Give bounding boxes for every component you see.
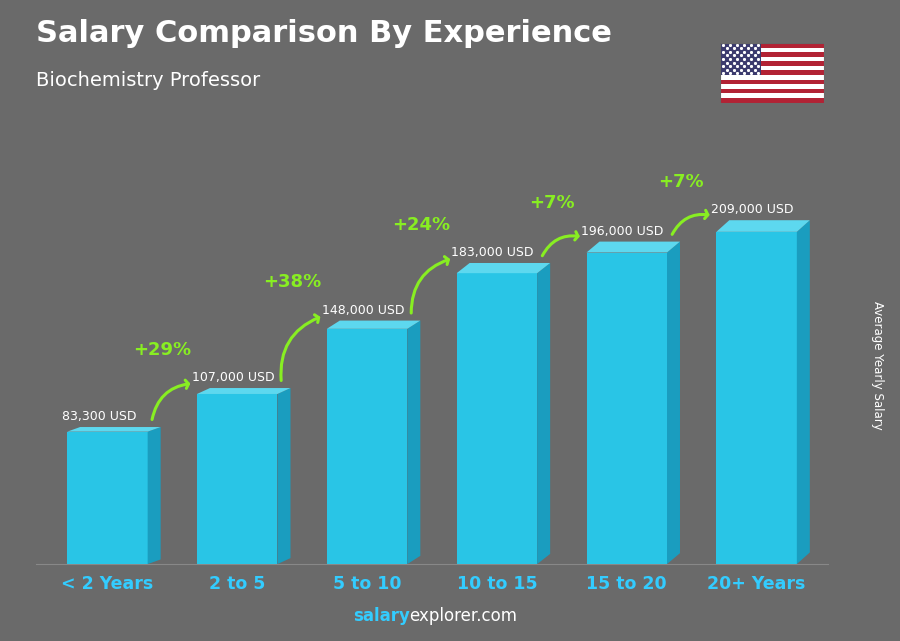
Polygon shape — [197, 394, 277, 564]
Text: +29%: +29% — [133, 341, 191, 359]
Text: Biochemistry Professor: Biochemistry Professor — [36, 71, 260, 90]
Polygon shape — [148, 427, 160, 564]
Polygon shape — [716, 221, 810, 232]
Bar — [720, 47, 824, 52]
Bar — [720, 94, 824, 98]
Polygon shape — [587, 242, 680, 253]
Bar — [720, 43, 761, 75]
Bar — [720, 66, 824, 71]
Text: explorer.com: explorer.com — [410, 607, 518, 625]
Polygon shape — [68, 427, 160, 431]
Bar — [720, 56, 824, 62]
Polygon shape — [408, 320, 420, 564]
Text: 196,000 USD: 196,000 USD — [581, 224, 663, 238]
Bar — [720, 89, 824, 94]
Polygon shape — [587, 253, 667, 564]
Bar — [720, 43, 824, 47]
Text: 107,000 USD: 107,000 USD — [192, 371, 274, 384]
Text: +7%: +7% — [659, 173, 704, 191]
Text: salary: salary — [353, 607, 410, 625]
Polygon shape — [796, 221, 810, 564]
Polygon shape — [277, 388, 291, 564]
Polygon shape — [68, 431, 148, 564]
Polygon shape — [456, 263, 550, 273]
Text: Average Yearly Salary: Average Yearly Salary — [871, 301, 884, 429]
Polygon shape — [456, 273, 537, 564]
Polygon shape — [327, 320, 420, 329]
Text: 209,000 USD: 209,000 USD — [711, 203, 794, 216]
Polygon shape — [327, 329, 408, 564]
Text: +24%: +24% — [392, 216, 451, 234]
Bar — [720, 75, 824, 79]
Text: +7%: +7% — [528, 194, 574, 212]
Text: Salary Comparison By Experience: Salary Comparison By Experience — [36, 19, 612, 48]
Bar — [720, 71, 824, 75]
Bar — [720, 79, 824, 84]
Polygon shape — [716, 232, 796, 564]
Text: +38%: +38% — [263, 274, 321, 292]
Bar — [720, 62, 824, 66]
Polygon shape — [197, 388, 291, 394]
Text: 148,000 USD: 148,000 USD — [321, 304, 404, 317]
Bar — [720, 52, 824, 56]
Text: 183,000 USD: 183,000 USD — [452, 246, 534, 259]
Text: 83,300 USD: 83,300 USD — [62, 410, 137, 423]
Polygon shape — [537, 263, 550, 564]
Bar — [720, 98, 824, 103]
Bar — [720, 84, 824, 89]
Polygon shape — [667, 242, 680, 564]
